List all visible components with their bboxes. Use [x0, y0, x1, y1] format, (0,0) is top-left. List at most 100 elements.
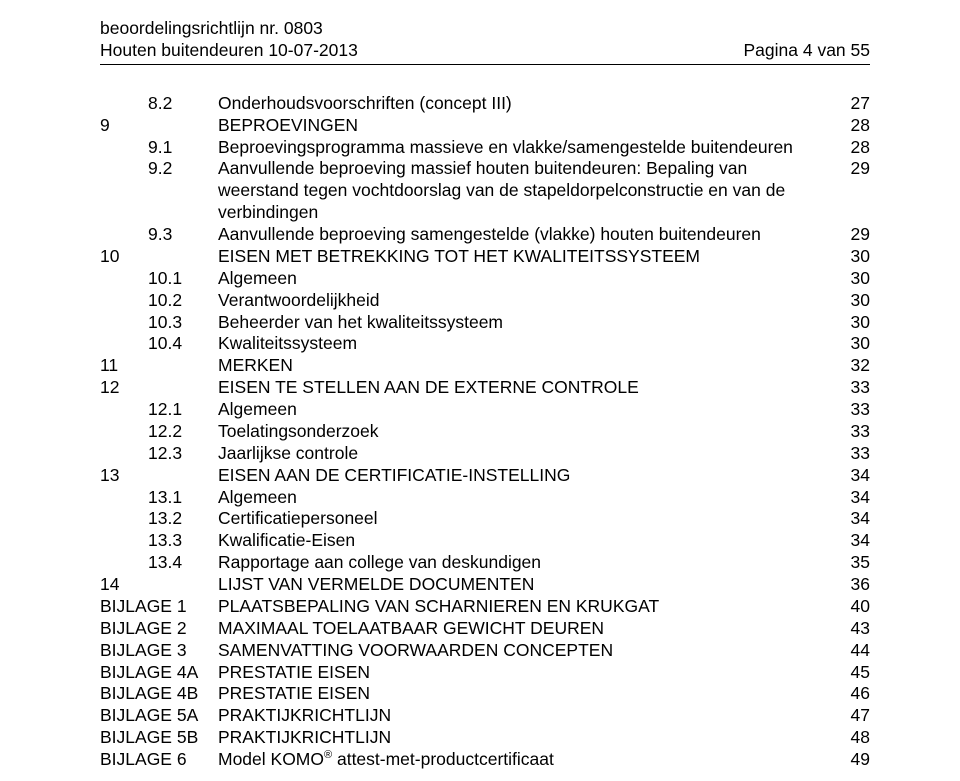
- toc-page: 33: [836, 399, 870, 421]
- toc-row: 10.4Kwaliteitssysteem30: [100, 333, 870, 355]
- toc-chapter-number: [100, 443, 148, 465]
- toc-row: 10.2Verantwoordelijkheid30: [100, 290, 870, 312]
- toc-row: 13.2Certificatiepersoneel34: [100, 508, 870, 530]
- toc-row: 10EISEN MET BETREKKING TOT HET KWALITEIT…: [100, 246, 870, 268]
- toc-appendix-label: BIJLAGE 5A: [100, 705, 218, 727]
- toc-title: PRAKTIJKRICHTLIJN: [218, 727, 836, 749]
- toc-appendix-label: BIJLAGE 2: [100, 618, 218, 640]
- toc-row: 14LIJST VAN VERMELDE DOCUMENTEN36: [100, 574, 870, 596]
- toc-title: Aanvullende beproeving massief houten bu…: [218, 158, 836, 224]
- toc-page: 30: [836, 312, 870, 334]
- toc-title: Verantwoordelijkheid: [218, 290, 836, 312]
- toc-chapter-number: [100, 312, 148, 334]
- toc-page: 48: [836, 727, 870, 749]
- toc-chapter-number: [100, 224, 148, 246]
- toc-title: LIJST VAN VERMELDE DOCUMENTEN: [218, 574, 836, 596]
- toc-section-number: [148, 465, 218, 487]
- toc-page: 36: [836, 574, 870, 596]
- toc-chapter-number: [100, 530, 148, 552]
- toc-row: 13.4Rapportage aan college van deskundig…: [100, 552, 870, 574]
- header-page-number: Pagina 4 van 55: [744, 40, 871, 62]
- toc-row: 9.1Beproevingsprogramma massieve en vlak…: [100, 137, 870, 159]
- toc-section-number: 10.4: [148, 333, 218, 355]
- toc-row: BIJLAGE 6Model KOMO® attest-met-productc…: [100, 749, 870, 771]
- toc-section-number: 10.3: [148, 312, 218, 334]
- toc-page: 33: [836, 421, 870, 443]
- toc-title: Algemeen: [218, 487, 836, 509]
- toc-section-number: 12.3: [148, 443, 218, 465]
- toc-page: 43: [836, 618, 870, 640]
- toc-page: 27: [836, 93, 870, 115]
- toc-title: Rapportage aan college van deskundigen: [218, 552, 836, 574]
- toc-title: MAXIMAAL TOELAATBAAR GEWICHT DEUREN: [218, 618, 836, 640]
- toc-chapter-number: [100, 268, 148, 290]
- toc-row: BIJLAGE 1PLAATSBEPALING VAN SCHARNIEREN …: [100, 596, 870, 618]
- toc-row: 13EISEN AAN DE CERTIFICATIE-INSTELLING34: [100, 465, 870, 487]
- toc-section-number: [148, 355, 218, 377]
- toc-row: 9.3Aanvullende beproeving samengestelde …: [100, 224, 870, 246]
- page-header: beoordelingsrichtlijn nr. 0803 Houten bu…: [100, 18, 870, 65]
- toc-section-number: 10.1: [148, 268, 218, 290]
- toc-title: PRESTATIE EISEN: [218, 662, 836, 684]
- toc-title: Algemeen: [218, 399, 836, 421]
- toc-page: 47: [836, 705, 870, 727]
- toc-row: BIJLAGE 4APRESTATIE EISEN45: [100, 662, 870, 684]
- toc-section-number: [148, 574, 218, 596]
- toc-row: 12.3Jaarlijkse controle33: [100, 443, 870, 465]
- toc-appendix-label: BIJLAGE 1: [100, 596, 218, 618]
- toc-row: 9.2Aanvullende beproeving massief houten…: [100, 158, 870, 224]
- toc-page: 28: [836, 137, 870, 159]
- toc-appendix-label: BIJLAGE 6: [100, 749, 218, 771]
- toc-page: 34: [836, 465, 870, 487]
- registered-trademark-icon: ®: [324, 749, 332, 761]
- toc-section-number: 9.1: [148, 137, 218, 159]
- toc-chapter-number: [100, 137, 148, 159]
- toc-appendix-label: BIJLAGE 3: [100, 640, 218, 662]
- toc-chapter-number: [100, 290, 148, 312]
- toc-page: 40: [836, 596, 870, 618]
- toc-page: 33: [836, 443, 870, 465]
- toc-appendix-label: BIJLAGE 5B: [100, 727, 218, 749]
- toc-title: PLAATSBEPALING VAN SCHARNIEREN EN KRUKGA…: [218, 596, 836, 618]
- toc-section-number: [148, 115, 218, 137]
- toc-title: BEPROEVINGEN: [218, 115, 836, 137]
- toc-appendix-label: BIJLAGE 4A: [100, 662, 218, 684]
- toc-row: BIJLAGE 4BPRESTATIE EISEN46: [100, 683, 870, 705]
- toc-section-number: 13.2: [148, 508, 218, 530]
- header-doc-ref: beoordelingsrichtlijn nr. 0803: [100, 18, 323, 40]
- toc-title: Beproevingsprogramma massieve en vlakke/…: [218, 137, 836, 159]
- toc-page: 33: [836, 377, 870, 399]
- toc-chapter-number: [100, 487, 148, 509]
- toc-page: 35: [836, 552, 870, 574]
- toc-chapter-number: [100, 158, 148, 224]
- toc-row: 11MERKEN32: [100, 355, 870, 377]
- toc-title: EISEN MET BETREKKING TOT HET KWALITEITSS…: [218, 246, 836, 268]
- toc-section-number: [148, 246, 218, 268]
- document-page: beoordelingsrichtlijn nr. 0803 Houten bu…: [0, 0, 960, 781]
- toc-page: 44: [836, 640, 870, 662]
- toc-row: BIJLAGE 2MAXIMAAL TOELAATBAAR GEWICHT DE…: [100, 618, 870, 640]
- toc-chapter-number: [100, 333, 148, 355]
- toc-row: 12.2Toelatingsonderzoek33: [100, 421, 870, 443]
- toc-page: 49: [836, 749, 870, 771]
- toc-title: Aanvullende beproeving samengestelde (vl…: [218, 224, 836, 246]
- toc-title: Algemeen: [218, 268, 836, 290]
- toc-page: 34: [836, 487, 870, 509]
- toc-page: 32: [836, 355, 870, 377]
- toc-page: 30: [836, 246, 870, 268]
- toc-title: EISEN AAN DE CERTIFICATIE-INSTELLING: [218, 465, 836, 487]
- toc-page: 30: [836, 290, 870, 312]
- toc-page: 28: [836, 115, 870, 137]
- toc-title: SAMENVATTING VOORWAARDEN CONCEPTEN: [218, 640, 836, 662]
- toc-page: 29: [836, 224, 870, 246]
- toc-title: Jaarlijkse controle: [218, 443, 836, 465]
- toc-row: BIJLAGE 5APRAKTIJKRICHTLIJN47: [100, 705, 870, 727]
- toc-section-number: [148, 377, 218, 399]
- toc-row: 10.1Algemeen30: [100, 268, 870, 290]
- toc-section-number: 13.1: [148, 487, 218, 509]
- toc-title: PRAKTIJKRICHTLIJN: [218, 705, 836, 727]
- toc-chapter-number: 9: [100, 115, 148, 137]
- toc-chapter-number: 12: [100, 377, 148, 399]
- toc-title: Model KOMO® attest-met-productcertificaa…: [218, 749, 836, 771]
- toc-chapter-number: [100, 399, 148, 421]
